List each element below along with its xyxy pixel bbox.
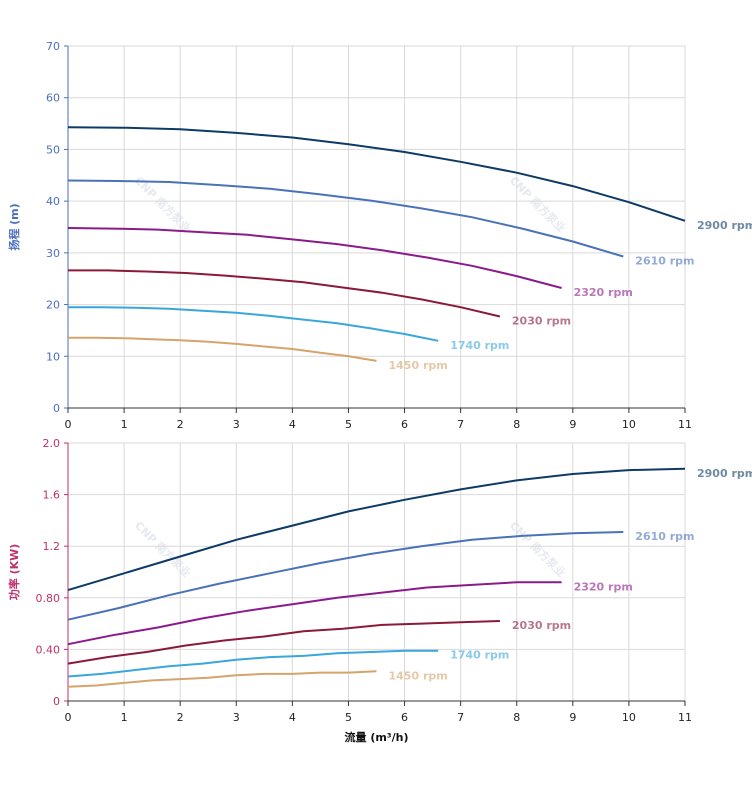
y-tick-label: 60: [46, 92, 60, 105]
y-axis-label: 功率 (KW): [7, 544, 21, 601]
y-axis-label: 扬程 (m): [7, 203, 21, 250]
y-tick-label: 20: [46, 299, 60, 312]
series-label: 2030 rpm: [512, 619, 571, 632]
series-line: [67, 649, 439, 678]
x-tick-label: 8: [513, 711, 520, 724]
x-tick-label: 11: [678, 711, 692, 724]
y-tick-label: 50: [46, 143, 60, 156]
y-tick-label: 0.40: [36, 643, 61, 656]
x-tick-label: 2: [177, 418, 184, 431]
y-tick-label: 2.0: [43, 437, 61, 450]
y-tick-label: 0: [53, 695, 60, 708]
x-tick-label: 0: [65, 711, 72, 724]
x-tick-label: 2: [177, 711, 184, 724]
series-label: 1740 rpm: [450, 339, 509, 352]
y-tick-label: 40: [46, 195, 60, 208]
series-label: 2610 rpm: [635, 254, 694, 267]
y-tick-label: 0.80: [36, 592, 61, 605]
y-tick-label: 10: [46, 350, 60, 363]
y-tick-label: 1.6: [43, 489, 61, 502]
x-tick-label: 0: [65, 418, 72, 431]
series-line: [68, 306, 439, 342]
series-label: 2900 rpm: [697, 467, 752, 480]
series-line: [67, 126, 686, 222]
x-tick-label: 1: [121, 711, 128, 724]
series-line: [67, 620, 500, 665]
series-line: [67, 531, 624, 621]
x-axis-label: 流量 (m³/h): [344, 730, 408, 744]
y-tick-label: 30: [46, 247, 60, 260]
series-label: 1450 rpm: [389, 669, 448, 682]
series-label: 2320 rpm: [574, 286, 633, 299]
x-tick-label: 10: [622, 418, 636, 431]
y-tick-label: 70: [46, 40, 60, 53]
watermark: CNP 南方泵业: [132, 518, 194, 580]
series-label: 2610 rpm: [635, 530, 694, 543]
x-tick-label: 5: [345, 711, 352, 724]
y-tick-label: 1.2: [43, 540, 61, 553]
x-tick-label: 1: [121, 418, 128, 431]
x-tick-label: 8: [513, 418, 520, 431]
x-tick-label: 7: [457, 418, 464, 431]
series-line: [67, 179, 624, 258]
x-tick-label: 11: [678, 418, 692, 431]
series-line: [67, 467, 686, 592]
x-tick-label: 6: [401, 418, 408, 431]
x-tick-label: 5: [345, 418, 352, 431]
x-tick-label: 9: [569, 418, 576, 431]
series-label: 2900 rpm: [697, 219, 752, 232]
series-line: [68, 269, 501, 318]
x-tick-label: 7: [457, 711, 464, 724]
y-tick-label: 0: [53, 402, 60, 415]
x-tick-label: 4: [289, 418, 296, 431]
x-tick-label: 4: [289, 711, 296, 724]
x-tick-label: 6: [401, 711, 408, 724]
series-line: [68, 336, 377, 362]
series-line: [67, 581, 562, 646]
series-label: 1740 rpm: [450, 649, 509, 662]
x-tick-label: 3: [233, 711, 240, 724]
series-label: 2030 rpm: [512, 314, 571, 327]
x-tick-label: 3: [233, 418, 240, 431]
series-line: [67, 670, 377, 688]
series-line: [67, 227, 562, 289]
series-label: 1450 rpm: [389, 359, 448, 372]
x-tick-label: 10: [622, 711, 636, 724]
series-label: 2320 rpm: [574, 580, 633, 593]
x-tick-label: 9: [569, 711, 576, 724]
